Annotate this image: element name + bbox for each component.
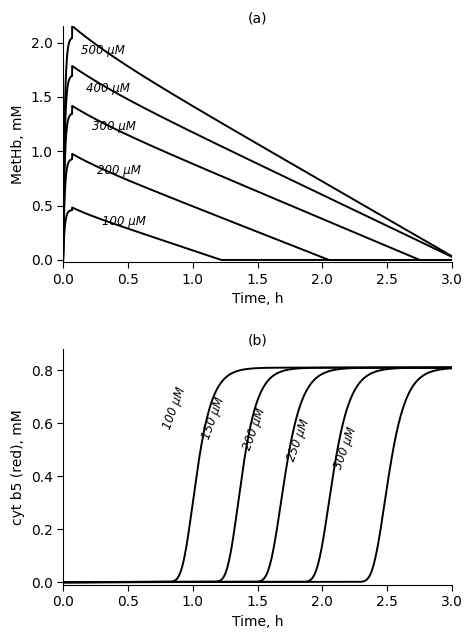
Y-axis label: cyt b5 (red), mM: cyt b5 (red), mM [11, 409, 25, 525]
Text: 100 μM: 100 μM [102, 216, 146, 228]
Text: 400 μM: 400 μM [86, 82, 130, 95]
Title: (a): (a) [248, 11, 267, 25]
Text: 100 μM: 100 μM [161, 385, 188, 431]
Text: 250 μM: 250 μM [285, 417, 312, 463]
Text: 200 μM: 200 μM [97, 164, 141, 177]
X-axis label: Time, h: Time, h [232, 292, 283, 306]
Text: 200 μM: 200 μM [241, 406, 268, 452]
Text: 500 μM: 500 μM [81, 44, 125, 57]
Text: 300 μM: 300 μM [332, 425, 359, 470]
Text: 300 μM: 300 μM [91, 120, 136, 132]
X-axis label: Time, h: Time, h [232, 615, 283, 629]
Y-axis label: MetHb, mM: MetHb, mM [11, 104, 25, 184]
Text: 150 μM: 150 μM [200, 396, 227, 442]
Title: (b): (b) [247, 334, 267, 348]
